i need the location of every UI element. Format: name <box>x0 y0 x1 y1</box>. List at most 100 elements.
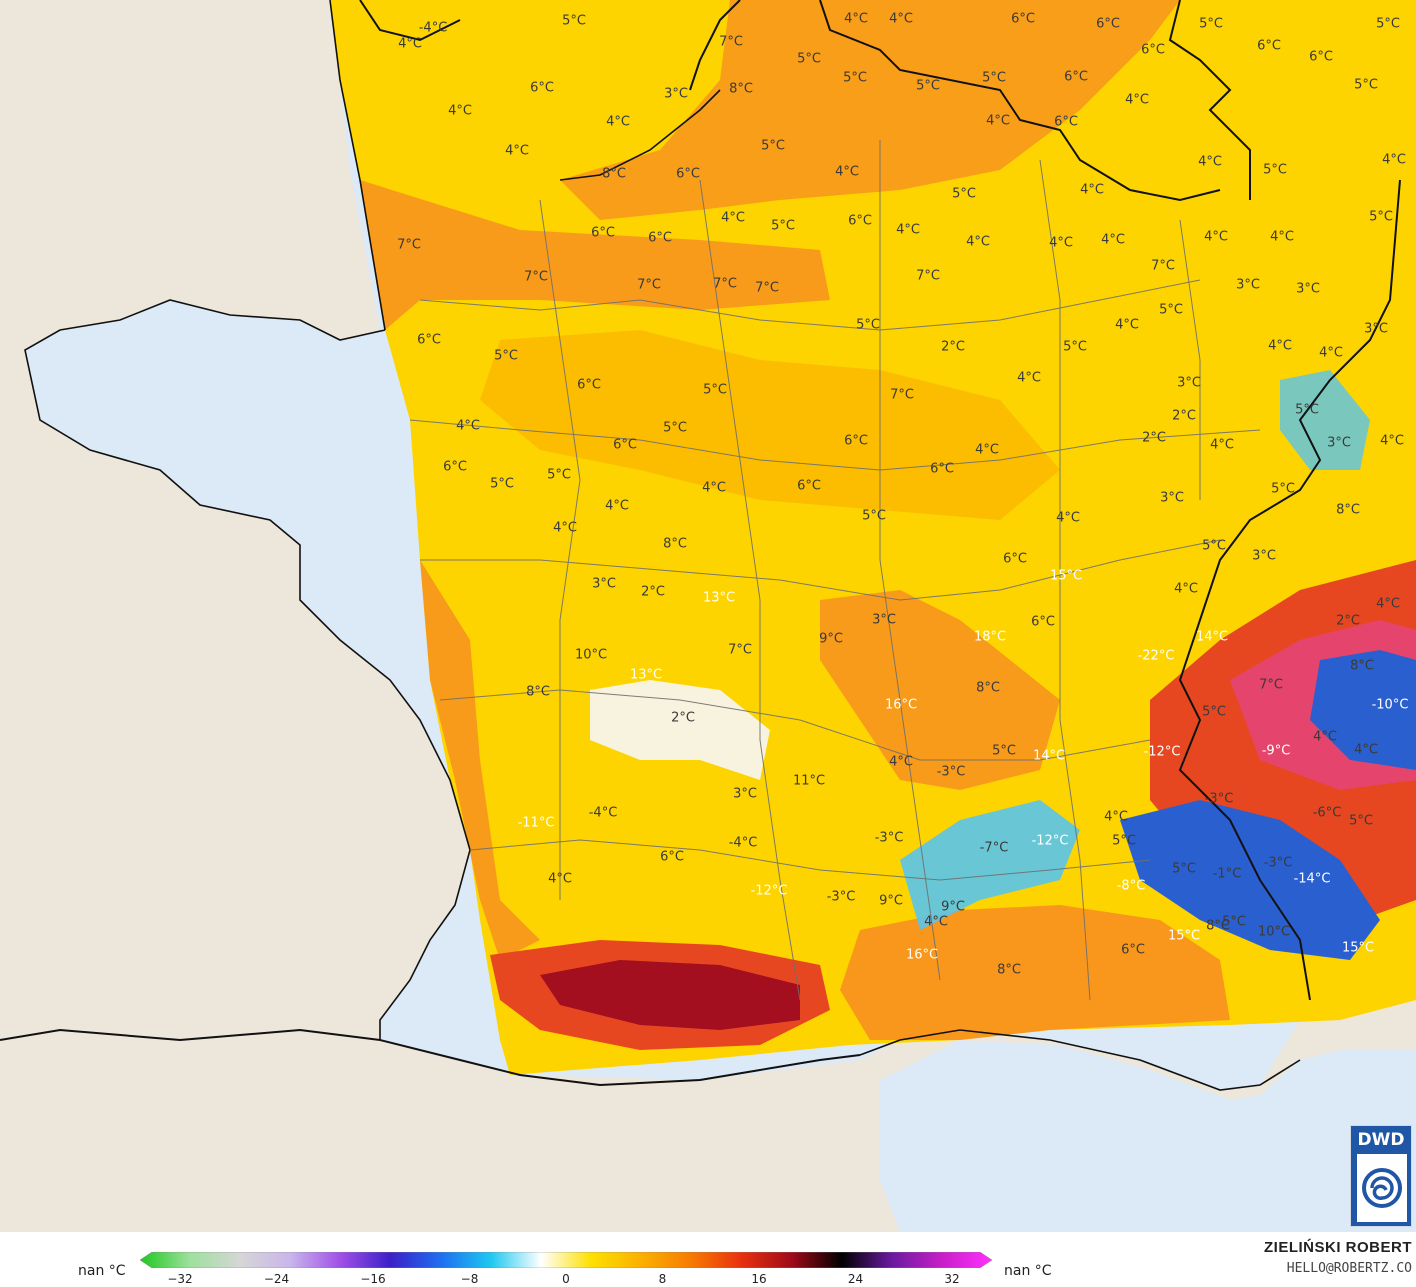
temperature-label: 4°C <box>1049 235 1073 251</box>
temperature-label: 16°C <box>905 947 939 963</box>
temperature-label: 6°C <box>930 461 954 477</box>
temperature-label: 4°C <box>1319 345 1343 361</box>
temperature-label: 5°C <box>1376 16 1400 32</box>
colorbar-tick-label: 16 <box>751 1272 767 1286</box>
temperature-label: 4°C <box>1354 742 1378 758</box>
temperature-label: 4°C <box>1101 232 1125 248</box>
colorbar-tick-label: 8 <box>658 1272 667 1286</box>
temperature-label: 4°C <box>1204 229 1228 245</box>
dwd-logo-text: DWD <box>1357 1130 1405 1150</box>
temperature-label: 6°C <box>797 478 821 494</box>
temperature-label: 4°C <box>844 11 868 27</box>
temperature-label: 4°C <box>721 210 745 226</box>
map-canvas <box>0 0 1416 1232</box>
temperature-label: 2°C <box>671 710 695 726</box>
temperature-label: 6°C <box>577 377 601 393</box>
temperature-label: 5°C <box>1354 77 1378 93</box>
sea-med <box>880 1040 1416 1232</box>
temperature-label: 3°C <box>733 786 757 802</box>
temperature-label: 16°C <box>884 697 918 713</box>
temperature-label: 3°C <box>1236 277 1260 293</box>
legend-unit-right: nan °C <box>1004 1263 1052 1279</box>
temperature-label: 7°C <box>637 277 661 293</box>
temperature-label: 3°C <box>592 576 616 592</box>
colorbar <box>140 1252 992 1268</box>
temperature-label: -7°C <box>979 840 1009 856</box>
temperature-label: -12°C <box>1143 744 1181 760</box>
temperature-label: 13°C <box>702 590 736 606</box>
temperature-label: 5°C <box>547 467 571 483</box>
temperature-label: 5°C <box>1199 16 1223 32</box>
temperature-label: 6°C <box>1064 69 1088 85</box>
temperature-label: 5°C <box>663 420 687 436</box>
temperature-label: 4°C <box>1125 92 1149 108</box>
swirl-icon <box>1357 1154 1407 1222</box>
temperature-label: 6°C <box>848 213 872 229</box>
land-mass <box>0 0 470 1040</box>
temperature-label: 6°C <box>1011 11 1035 27</box>
temperature-label: 8°C <box>1350 658 1374 674</box>
temperature-label: 3°C <box>1160 490 1184 506</box>
temperature-label: -3°C <box>1204 791 1234 807</box>
temperature-label: 4°C <box>505 143 529 159</box>
temperature-band-orange-centre <box>820 590 1060 790</box>
temperature-label: 4°C <box>456 418 480 434</box>
temperature-label: 4°C <box>1017 370 1041 386</box>
temperature-label: 8°C <box>1206 918 1230 934</box>
temperature-label: -22°C <box>1137 648 1175 664</box>
temperature-label: -10°C <box>1371 697 1409 713</box>
temperature-label: 6°C <box>1309 49 1333 65</box>
temperature-label: -12°C <box>750 883 788 899</box>
temperature-label: 9°C <box>819 631 843 647</box>
temperature-label: 6°C <box>1257 38 1281 54</box>
temperature-label: 2°C <box>641 584 665 600</box>
temperature-label: 4°C <box>1056 510 1080 526</box>
temperature-label: 7°C <box>916 268 940 284</box>
colorbar-tick-label: 32 <box>944 1272 960 1286</box>
temperature-label: 4°C <box>966 234 990 250</box>
temperature-label: 5°C <box>490 476 514 492</box>
temperature-label: 5°C <box>703 382 727 398</box>
temperature-label: 5°C <box>1202 704 1226 720</box>
temperature-label: 7°C <box>1151 258 1175 274</box>
temperature-label: -4°C <box>588 805 618 821</box>
temperature-label: -1°C <box>1212 866 1242 882</box>
temperature-label: 6°C <box>648 230 672 246</box>
temperature-label: 7°C <box>890 387 914 403</box>
temperature-label: 3°C <box>1364 321 1388 337</box>
temperature-label: 4°C <box>889 754 913 770</box>
temperature-label: 4°C <box>548 871 572 887</box>
temperature-label: 2°C <box>1172 408 1196 424</box>
temperature-label: 3°C <box>872 612 896 628</box>
author-email[interactable]: HELLO@ROBERTZ.CO <box>1286 1261 1412 1276</box>
temperature-label: 11°C <box>792 773 826 789</box>
temperature-band-cyan-alps-east <box>1280 370 1370 470</box>
temperature-label: 5°C <box>992 743 1016 759</box>
temperature-label: -9°C <box>1261 743 1291 759</box>
temperature-label: 6°C <box>1141 42 1165 58</box>
temperature-label: -3°C <box>874 830 904 846</box>
temperature-label: 15°C <box>1049 568 1083 584</box>
temperature-label: 4°C <box>398 36 422 52</box>
temperature-label: 6°C <box>1003 551 1027 567</box>
legend-unit-left: nan °C <box>78 1263 126 1279</box>
temperature-label: 8°C <box>1336 502 1360 518</box>
temperature-label: -6°C <box>1312 805 1342 821</box>
temperature-label: 5°C <box>1263 162 1287 178</box>
temperature-label: 4°C <box>1382 152 1406 168</box>
temperature-label: 6°C <box>613 437 637 453</box>
temperature-label: 3°C <box>1177 375 1201 391</box>
colorbar-tick-label: 24 <box>847 1272 864 1286</box>
temperature-label: 3°C <box>664 86 688 102</box>
temperature-label: -8°C <box>1116 878 1146 894</box>
temperature-label: 14°C <box>1195 629 1229 645</box>
temperature-label: 4°C <box>889 11 913 27</box>
temperature-label: 5°C <box>1222 914 1246 930</box>
temperature-label: 5°C <box>1295 402 1319 418</box>
temperature-band-amber-centre <box>480 330 1060 520</box>
colorbar-tick-label: −32 <box>167 1272 193 1286</box>
colorbar-ramp <box>140 1252 992 1268</box>
temperature-label: 3°C <box>1327 435 1351 451</box>
temperature-label: 4°C <box>605 498 629 514</box>
temperature-label: 5°C <box>761 138 785 154</box>
